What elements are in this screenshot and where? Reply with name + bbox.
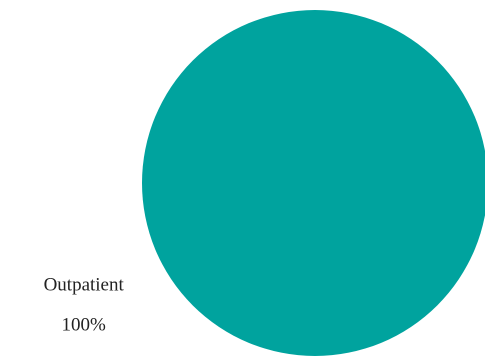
pie-slice <box>142 10 485 356</box>
slice-label: Outpatient <box>44 274 125 295</box>
slice-value-label: 100% <box>62 314 107 335</box>
